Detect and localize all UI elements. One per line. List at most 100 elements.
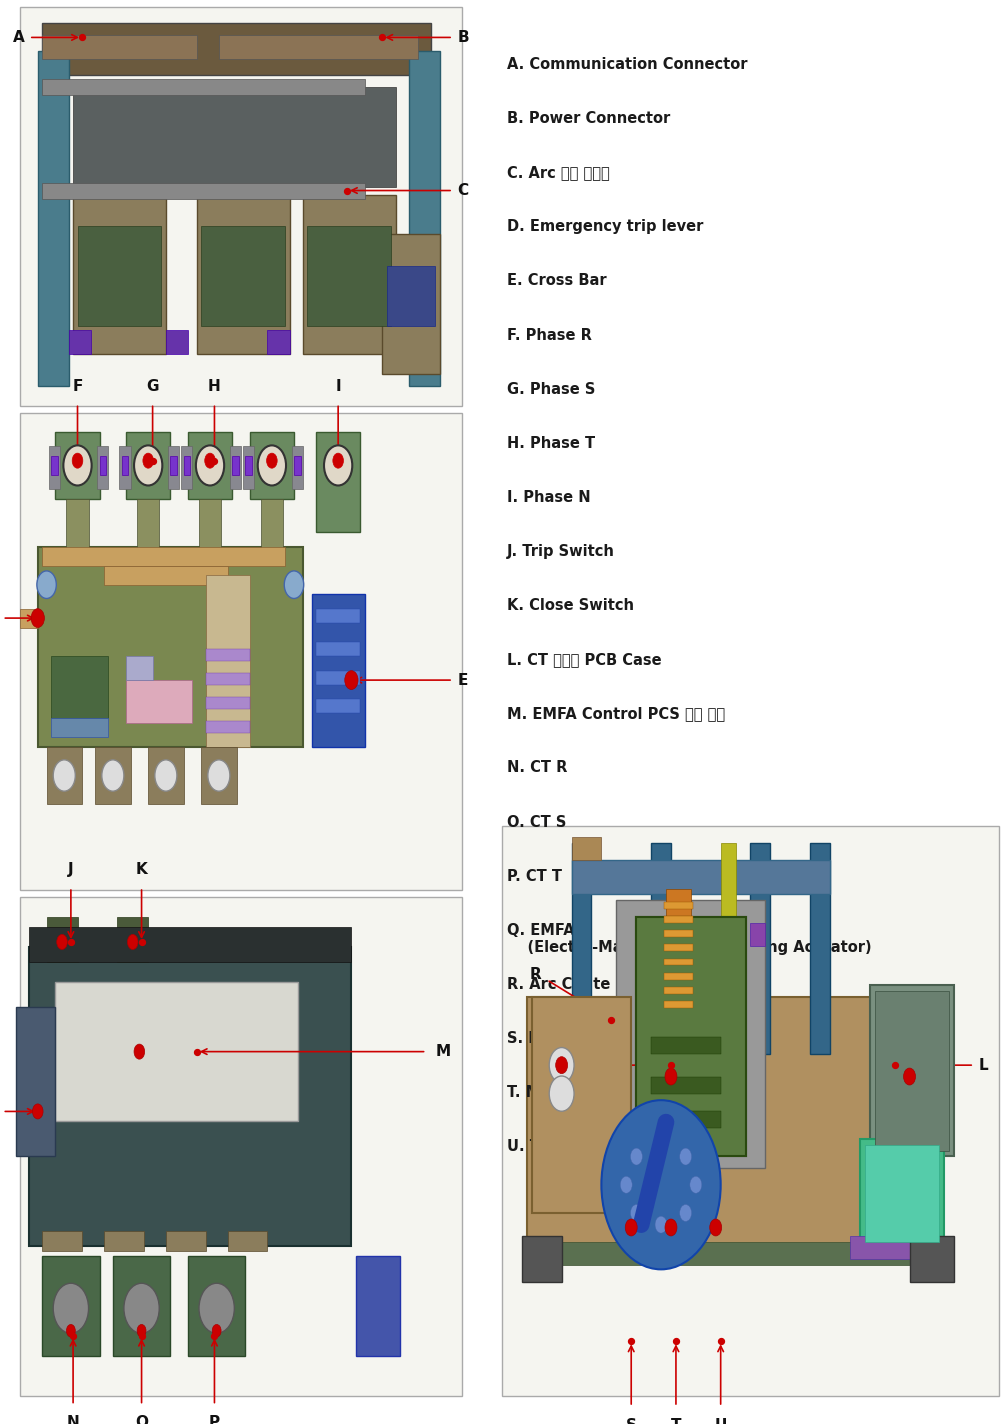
Text: S: S	[625, 1418, 636, 1424]
Bar	[171, 456, 177, 476]
Text: N: N	[66, 1415, 79, 1424]
Circle shape	[664, 1068, 676, 1085]
Bar	[909, 1236, 953, 1282]
Text: N. CT R: N. CT R	[507, 760, 567, 776]
Text: E: E	[457, 672, 467, 688]
Point	[662, 1054, 678, 1077]
Bar	[99, 456, 106, 476]
Text: J: J	[68, 862, 73, 877]
Bar	[46, 746, 82, 805]
Bar	[859, 1139, 944, 1247]
Bar	[663, 987, 693, 994]
Bar	[126, 681, 193, 723]
Bar	[42, 547, 285, 565]
Text: C: C	[457, 184, 468, 198]
Point	[712, 1330, 728, 1353]
Text: I: I	[335, 379, 341, 394]
Bar	[571, 837, 601, 860]
Bar	[316, 699, 360, 713]
Point	[144, 450, 160, 473]
Circle shape	[284, 571, 303, 598]
Circle shape	[142, 453, 153, 468]
Bar	[46, 917, 77, 963]
Text: G: G	[146, 379, 158, 394]
Bar	[502, 826, 998, 1396]
Bar	[182, 446, 193, 490]
Bar	[55, 983, 298, 1122]
Bar	[121, 456, 128, 476]
Text: Q: Q	[568, 1058, 581, 1072]
Text: M. EMFA Control PCS 탑재 공간: M. EMFA Control PCS 탑재 공간	[507, 706, 724, 722]
Bar	[522, 1236, 561, 1282]
Point	[74, 26, 90, 48]
Bar	[126, 431, 171, 498]
Bar	[864, 1145, 939, 1242]
Circle shape	[66, 1324, 75, 1337]
Bar	[219, 36, 417, 58]
Circle shape	[679, 1205, 691, 1222]
Text: K: K	[135, 862, 147, 877]
Bar	[663, 1001, 693, 1008]
Text: R. Arc Chute: R. Arc Chute	[507, 977, 610, 993]
Bar	[197, 195, 289, 355]
Text: I. Phase N: I. Phase N	[507, 490, 590, 506]
Text: H. Phase T: H. Phase T	[507, 436, 595, 451]
Circle shape	[101, 760, 123, 792]
Text: B: B	[457, 30, 468, 46]
Point	[63, 931, 79, 954]
Bar	[850, 1236, 949, 1259]
Bar	[20, 608, 38, 628]
Bar	[307, 226, 391, 326]
Bar	[38, 51, 68, 386]
Bar	[720, 843, 735, 1025]
Circle shape	[32, 1104, 43, 1119]
Circle shape	[344, 671, 358, 689]
Point	[343, 669, 359, 692]
Bar	[382, 235, 439, 375]
Bar	[663, 901, 693, 909]
Bar	[29, 927, 351, 963]
Bar	[29, 947, 351, 1246]
Bar	[73, 87, 395, 187]
Bar	[250, 431, 294, 498]
Circle shape	[208, 760, 230, 792]
Bar	[651, 1077, 720, 1094]
Bar	[386, 266, 435, 326]
Bar	[750, 843, 769, 1054]
Point	[69, 450, 85, 473]
Text: Q. EMFA
    (Electro-Magnetic Force driving Actuator): Q. EMFA (Electro-Magnetic Force driving …	[507, 923, 871, 956]
Point	[886, 1054, 902, 1077]
Bar	[165, 330, 188, 355]
Circle shape	[549, 1077, 574, 1111]
Point	[374, 26, 390, 48]
Text: U. Trip / Close Link: U. Trip / Close Link	[507, 1139, 660, 1155]
Point	[30, 607, 46, 629]
Text: D. Emergency trip lever: D. Emergency trip lever	[507, 219, 703, 235]
Bar	[20, 413, 461, 890]
Bar	[119, 446, 130, 490]
Point	[603, 1008, 619, 1031]
Point	[133, 1324, 149, 1347]
Bar	[126, 656, 152, 681]
Text: P: P	[209, 1415, 220, 1424]
Point	[623, 1330, 639, 1353]
Circle shape	[679, 1148, 691, 1165]
Circle shape	[630, 1205, 642, 1222]
Bar	[809, 843, 829, 1054]
Circle shape	[154, 760, 177, 792]
Point	[133, 931, 149, 954]
Circle shape	[134, 1044, 144, 1059]
Text: J. Trip Switch: J. Trip Switch	[507, 544, 614, 560]
Bar	[20, 897, 461, 1396]
Bar	[77, 226, 161, 326]
Text: F: F	[72, 379, 82, 394]
Circle shape	[709, 1219, 721, 1236]
Text: O: O	[135, 1415, 147, 1424]
Text: P. CT T: P. CT T	[507, 869, 562, 884]
Bar	[869, 985, 953, 1156]
Circle shape	[72, 453, 82, 468]
Text: M: M	[435, 1044, 450, 1059]
Bar	[243, 446, 254, 490]
Bar	[571, 843, 591, 1054]
Bar	[316, 608, 360, 622]
